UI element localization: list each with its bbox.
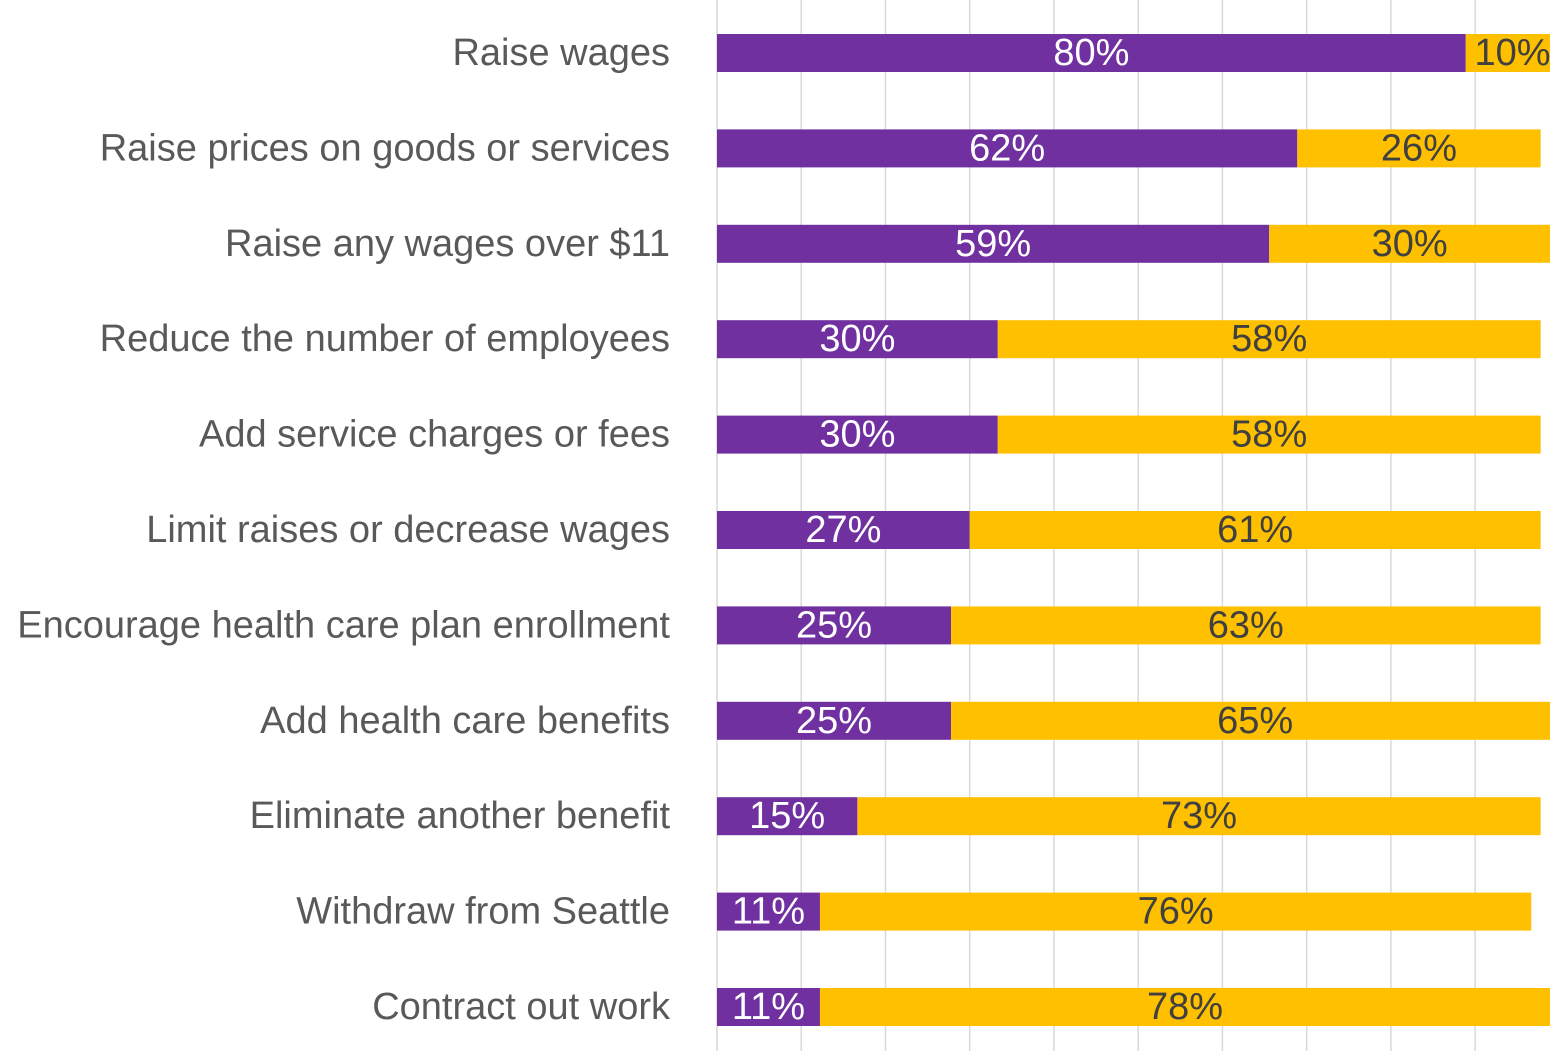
category-label: Add service charges or fees [199, 414, 670, 456]
data-label: 25% [796, 700, 872, 742]
bar-segment [1465, 34, 1550, 72]
bar-segment [950, 701, 1550, 740]
category-label: Raise prices on goods or services [100, 127, 670, 169]
bar-segment [717, 511, 970, 549]
data-label: 63% [1208, 604, 1284, 646]
data-label: 27% [805, 509, 881, 551]
category-label: Withdraw from Seattle [296, 891, 670, 933]
category-label: Limit raises or decrease wages [146, 509, 670, 551]
data-label: 26% [1381, 127, 1457, 169]
data-label: 25% [796, 604, 872, 646]
bar-segment [717, 797, 858, 836]
data-label: 78% [1147, 986, 1223, 1028]
bar-segment [717, 415, 998, 454]
data-label: 73% [1161, 795, 1237, 837]
category-label: Raise any wages over $11 [225, 223, 670, 265]
data-label: 11% [732, 891, 805, 933]
data-label: 10% [1475, 32, 1550, 74]
bar-segment [717, 129, 1298, 168]
data-label: 58% [1231, 414, 1307, 456]
data-label: 80% [1053, 32, 1129, 74]
data-label: 61% [1217, 509, 1293, 551]
category-label: Contract out work [372, 986, 671, 1028]
bar-segment [717, 320, 998, 359]
category-label: Reduce the number of employees [100, 318, 670, 360]
data-label: 65% [1217, 700, 1293, 742]
bar-segment [997, 320, 1541, 359]
bar-segment [857, 797, 1541, 836]
data-label: 58% [1231, 318, 1307, 360]
bar-segment [717, 224, 1270, 263]
bar-segment [819, 892, 1532, 931]
bar-segment [1269, 224, 1550, 263]
data-label: 11% [732, 986, 805, 1028]
data-label: 15% [749, 795, 825, 837]
category-label: Add health care benefits [260, 700, 670, 742]
data-label: 59% [955, 223, 1031, 265]
bar-segment [717, 606, 951, 645]
category-label: Eliminate another benefit [250, 795, 671, 837]
bar-segment [717, 701, 951, 740]
bar-segment [969, 511, 1541, 549]
data-label: 30% [819, 414, 895, 456]
category-label: Raise wages [452, 32, 670, 74]
data-label: 30% [819, 318, 895, 360]
category-label: Encourage health care plan enrollment [17, 604, 670, 646]
data-label: 76% [1138, 891, 1214, 933]
bar-segment [717, 988, 820, 1026]
bar-segment [819, 988, 1550, 1026]
bar-segment [997, 415, 1541, 454]
bar-segment [1297, 129, 1541, 168]
bar-segment [950, 606, 1541, 645]
bar-segment [717, 892, 820, 931]
bar-segment [717, 34, 1466, 72]
data-label: 30% [1372, 223, 1448, 265]
data-label: 62% [969, 127, 1045, 169]
